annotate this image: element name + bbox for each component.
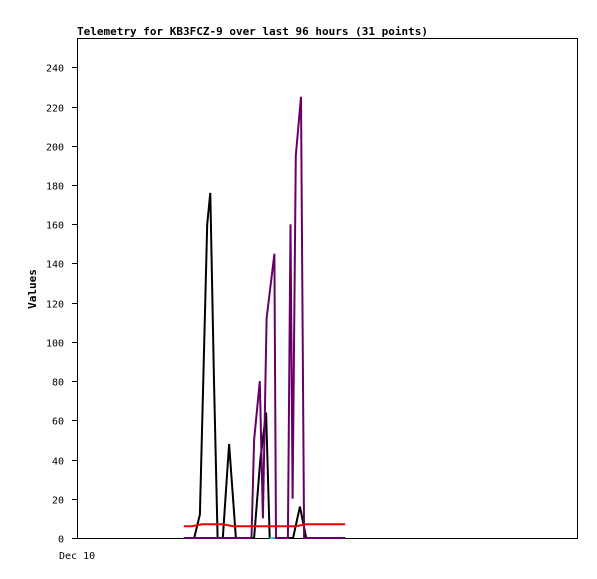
y-axis-label: Values <box>26 269 39 309</box>
y-tick-label: 60 <box>52 417 64 428</box>
y-tick-label: 220 <box>46 104 64 115</box>
y-tick-label: 200 <box>46 143 64 154</box>
y-tick-label: 240 <box>46 64 64 75</box>
y-tick-label: 180 <box>46 182 64 193</box>
x-tick-label: Dec 10 <box>59 551 95 562</box>
chart-title: Telemetry for KB3FCZ-9 over last 96 hour… <box>77 25 428 38</box>
y-tick-label: 140 <box>46 260 64 271</box>
series-line <box>183 96 346 539</box>
series-line <box>183 192 346 539</box>
y-tick-label: 20 <box>52 496 64 507</box>
y-axis-ticks: 0 20 40 60 80 100 120 140 160 180 200 220 240 <box>46 64 77 546</box>
y-tick-label: 40 <box>52 457 64 468</box>
y-tick-label: 80 <box>52 378 64 389</box>
y-tick-label: 160 <box>46 221 64 232</box>
series-layer <box>183 96 346 539</box>
y-tick-label: 100 <box>46 339 64 350</box>
y-tick-label: 0 <box>58 535 64 546</box>
y-tick-label: 120 <box>46 300 64 311</box>
series-line <box>183 523 346 528</box>
